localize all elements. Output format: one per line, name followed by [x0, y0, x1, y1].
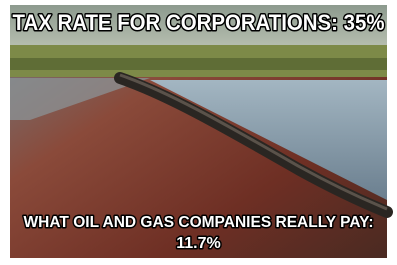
bottom-text: WHAT OIL AND GAS COMPANIES REALLY PAY:	[24, 214, 374, 231]
bottom-text-value: 11.7%	[176, 235, 220, 252]
meme: TAX RATE FOR CORPORATIONS: 35% WHAT OIL …	[0, 0, 397, 265]
top-text: TAX RATE FOR CORPORATIONS: 35%	[13, 10, 385, 35]
page: TAX RATE FOR CORPORATIONS: 35% WHAT OIL …	[0, 0, 397, 265]
reeds-shadow	[10, 58, 387, 70]
